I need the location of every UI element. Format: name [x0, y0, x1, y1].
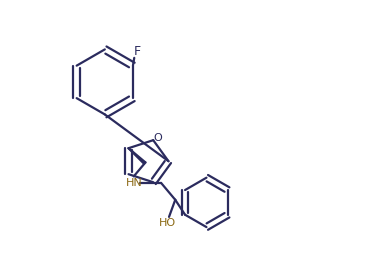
Text: HO: HO [159, 218, 176, 228]
Text: F: F [133, 45, 140, 58]
Text: HN: HN [125, 178, 142, 188]
Text: O: O [154, 133, 162, 142]
